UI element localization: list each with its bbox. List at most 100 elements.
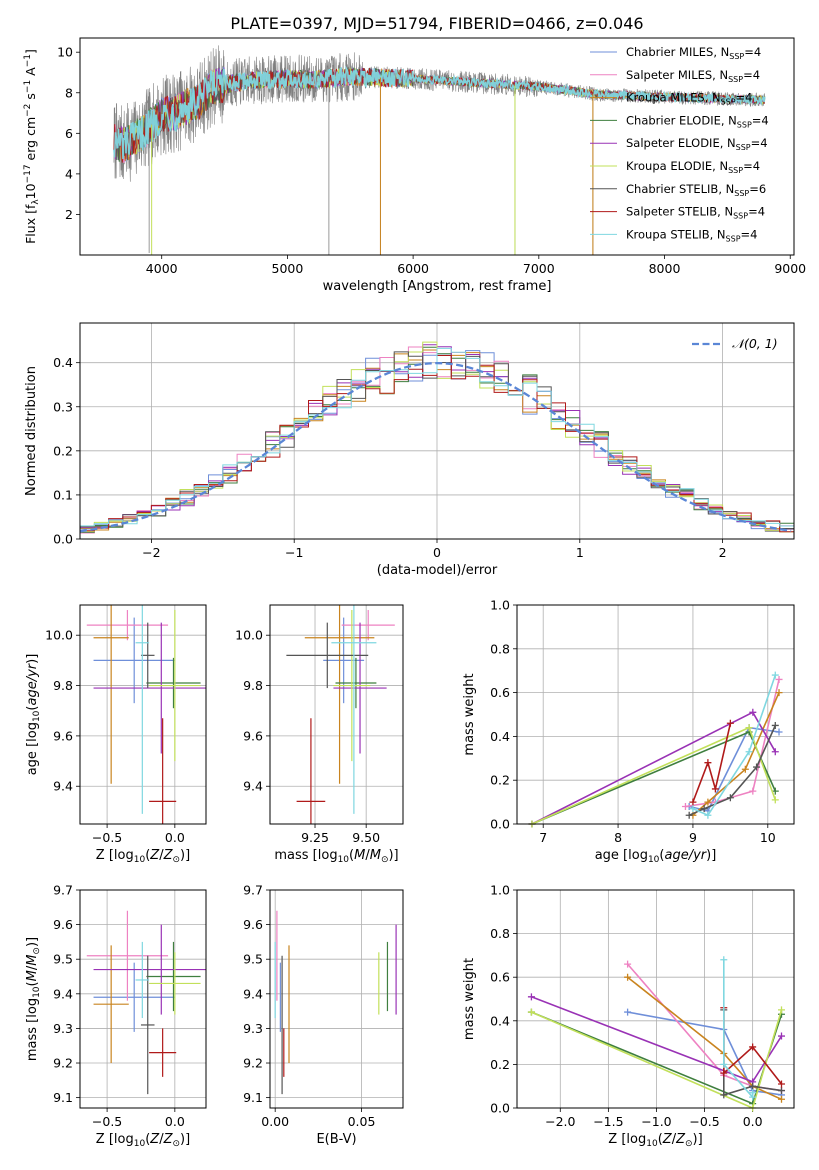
y-tick-label: 0.4 xyxy=(490,729,510,744)
mass-vs-EBV-panel: 0.00 0.05 9.1 9.2 9.3 9.4 9.5 9.6 9.7 E(B-V) xyxy=(243,883,404,1147)
y-tick-label: 0.0 xyxy=(490,1101,510,1116)
legend-label-kroupa-elodie: Kroupa ELODIE, NSSP=4 xyxy=(626,159,760,175)
label-span: / xyxy=(159,848,164,863)
label-span: log xyxy=(628,848,648,863)
series-marker-kroupa-elodie xyxy=(745,724,753,732)
legend-subscript: SSP xyxy=(733,212,748,221)
series-marker-salpeter-stelib xyxy=(726,719,734,727)
label-span: Z xyxy=(149,1132,160,1147)
y-tick-label: 9.8 xyxy=(243,678,263,693)
series-marker-salpeter-miles xyxy=(775,675,783,683)
series-marker-kroupa-miles xyxy=(775,689,783,697)
series-marker-chabrier-stelib xyxy=(726,794,734,802)
series-marker-kroupa-stelib xyxy=(749,1089,757,1097)
label-span: −2 xyxy=(23,104,33,117)
series-marker-chabrier-stelib xyxy=(753,763,761,771)
label-span: / xyxy=(159,1132,164,1147)
axes-frame xyxy=(516,889,795,1109)
label-span: log xyxy=(318,848,338,863)
y-tick-label: 0.0 xyxy=(53,532,73,547)
label-span: )] xyxy=(180,1132,190,1147)
x-axis-label: age [log10(age/yr)] xyxy=(595,848,717,865)
series-marker-salpeter-elodie xyxy=(749,708,757,716)
x-tick-label: −1.0 xyxy=(641,1114,671,1129)
y-tick-label: 9.4 xyxy=(243,779,263,794)
series-marker-kroupa-stelib xyxy=(689,805,697,813)
series-line-salpeter-stelib xyxy=(692,723,732,803)
label-span: / xyxy=(365,848,370,863)
label-span: mass weight xyxy=(462,673,477,755)
axes-frame xyxy=(269,889,404,1109)
label-span: ] xyxy=(23,49,38,54)
spectrum-panel: 4000 5000 6000 7000 8000 9000 2 4 6 8 10 wavelength… xyxy=(23,37,806,294)
age-vs-Z-panel: −0.5 0.09.49.69.810.0Z [log10(Z/Z⊙)]age [… xyxy=(25,604,207,865)
label-span: )] xyxy=(706,848,716,863)
x-tick-label: −1.5 xyxy=(593,1114,623,1129)
x-axis-label: E(B-V) xyxy=(316,1132,356,1147)
errorbars xyxy=(86,605,206,824)
series-marker-chabrier-miles xyxy=(775,728,783,736)
label-span: ⊙ xyxy=(172,855,180,865)
series-marker-salpeter-stelib xyxy=(704,759,712,767)
y-axis-label: age [log10(age/yr)] xyxy=(25,654,42,776)
label-span: )] xyxy=(25,654,40,664)
series-marker-salpeter-stelib xyxy=(689,798,697,806)
y-tick-label: 1.0 xyxy=(490,598,510,613)
y-tick-label: 0.8 xyxy=(490,641,510,656)
label-span: ⊙ xyxy=(172,1139,180,1149)
legend-suffix: =6 xyxy=(749,182,766,196)
series-marker-kroupa-miles xyxy=(624,973,632,981)
panels: 4000 5000 6000 7000 8000 9000246810wavelength… xyxy=(23,37,806,1149)
label-span: age [ xyxy=(595,848,628,863)
legend-suffix: =4 xyxy=(751,136,768,150)
legend-text: Salpeter ELODIE, N xyxy=(626,136,736,150)
y-tick-label: 10.0 xyxy=(45,628,73,643)
series-marker-chabrier-stelib xyxy=(685,811,693,819)
y-tick-label: 10.0 xyxy=(235,628,263,643)
x-tick-label: 2 xyxy=(719,545,727,560)
legend-text: Chabrier ELODIE, N xyxy=(626,113,737,127)
x-tick-label: 0.0 xyxy=(743,1114,763,1129)
label-span: Z [ xyxy=(96,1132,114,1147)
y-tick-label: 4 xyxy=(65,166,73,181)
y-tick-label: 9.6 xyxy=(53,917,73,932)
series-marker-kroupa-miles xyxy=(777,1095,785,1103)
y-tick-label: 9.1 xyxy=(53,1090,73,1105)
label-span: E(B-V) xyxy=(316,1132,356,1147)
label-span: Z xyxy=(675,1132,686,1147)
label-span: (data-model)/error xyxy=(377,563,498,578)
legend-suffix: =4 xyxy=(744,45,761,59)
label-span: )] xyxy=(693,1132,703,1147)
series-marker-kroupa-stelib xyxy=(720,956,728,964)
legend-label-salpeter-miles: Salpeter MILES, NSSP=4 xyxy=(626,68,760,84)
series-line-kroupa-miles xyxy=(627,976,782,1101)
legend-text: Kroupa ELODIE, N xyxy=(626,159,728,173)
label-span: 10 xyxy=(134,1139,146,1149)
series-line-salpeter-miles xyxy=(685,679,780,808)
y-tick-label: 9.6 xyxy=(243,917,263,932)
legend-text: Chabrier MILES, N xyxy=(626,45,729,59)
label-span: )] xyxy=(25,937,40,947)
y-axis-label: mass [log10(M/M⊙)] xyxy=(25,937,42,1061)
label-span: ⊙ xyxy=(685,1139,693,1149)
label-span: Flux [f xyxy=(23,204,38,244)
x-tick-label: −2.0 xyxy=(545,1114,575,1129)
legend-text: Salpeter MILES, N xyxy=(626,68,728,82)
x-axis-label: (data-model)/error xyxy=(377,563,498,578)
legend-subscript: SSP xyxy=(729,52,744,61)
legend-label-chabrier-elodie: Chabrier ELODIE, NSSP=4 xyxy=(626,113,769,129)
legend-suffix: =4 xyxy=(736,91,753,105)
label-span: ( xyxy=(145,848,150,863)
series-marker-kroupa-elodie xyxy=(777,1006,785,1014)
errorbars xyxy=(86,910,206,1095)
y-tick-label: 9.2 xyxy=(243,1056,263,1071)
series-marker-chabrier-stelib xyxy=(777,1087,785,1095)
legend-suffix: =4 xyxy=(743,68,760,82)
x-tick-label: 7 xyxy=(539,830,547,845)
x-tick-label: 8000 xyxy=(649,261,681,276)
label-span: / xyxy=(672,1132,677,1147)
label-span: mass weight xyxy=(462,958,477,1040)
histogram-kroupa-stelib xyxy=(80,347,794,527)
